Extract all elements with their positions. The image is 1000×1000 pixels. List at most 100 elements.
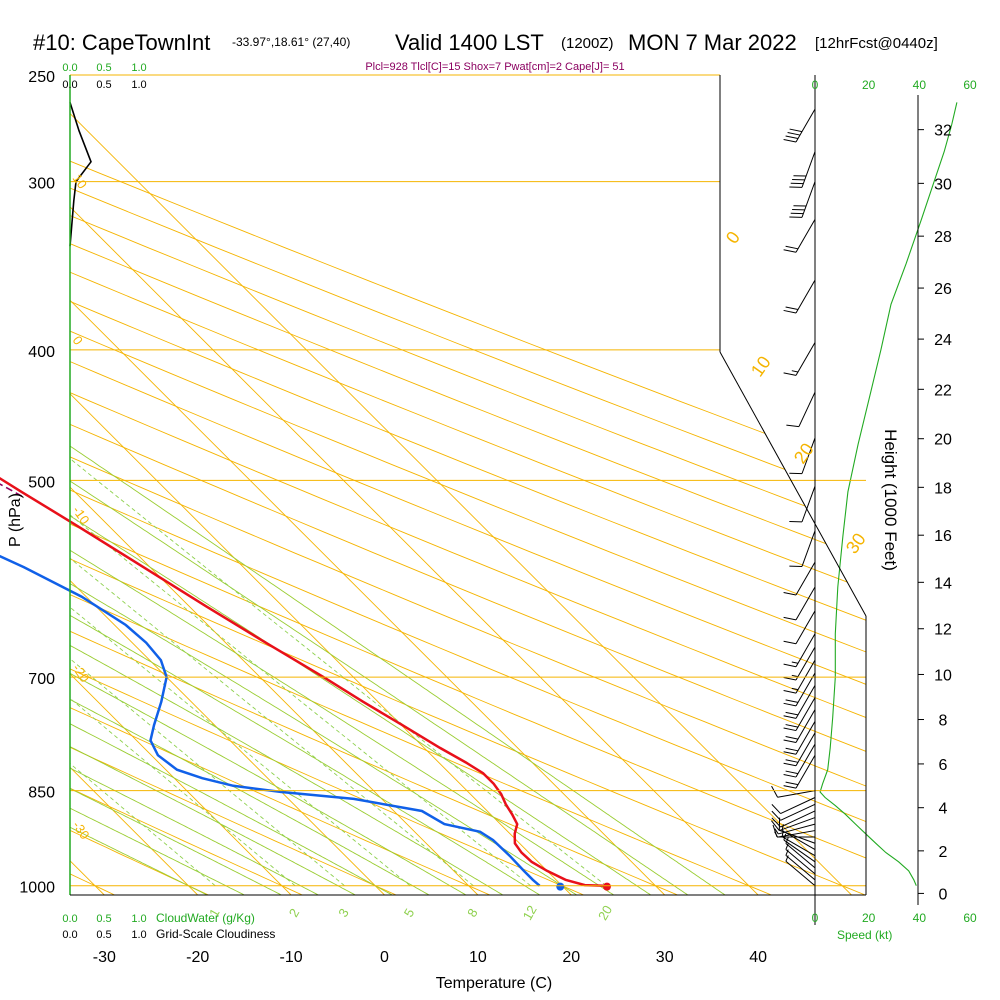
dry-adiabat-line xyxy=(70,88,866,895)
height-tick-label: 0 xyxy=(939,886,948,903)
wind-barb xyxy=(771,785,816,798)
barb-staff xyxy=(783,839,816,863)
surface-temperature-dot xyxy=(602,882,611,891)
mixing-ratio-line xyxy=(70,349,531,887)
barb-flag xyxy=(771,810,781,821)
plot-right-slant xyxy=(719,351,867,617)
barb-flag xyxy=(789,216,803,218)
barb-staff xyxy=(801,151,816,188)
barb-staff xyxy=(777,830,816,838)
barb-flag xyxy=(793,205,807,207)
height-tick-label: 20 xyxy=(934,432,952,449)
barb-flag xyxy=(785,770,799,775)
barb-staff xyxy=(785,849,816,875)
moist-adiabat-line xyxy=(70,75,393,895)
wind-barb xyxy=(771,797,816,815)
barb-flag xyxy=(771,804,781,814)
barb-flag xyxy=(783,372,797,376)
barb-flag xyxy=(783,751,797,755)
barb-staff xyxy=(795,610,816,645)
wind-barb xyxy=(783,697,816,732)
barb-staff xyxy=(795,342,816,376)
dry-adiabat-line xyxy=(70,88,866,895)
dry-adiabat-line xyxy=(70,88,866,895)
barb-half-flag xyxy=(791,661,799,664)
barb-staff xyxy=(795,279,816,314)
dry-adiabat-line xyxy=(70,88,866,895)
adiabat-label: -20 xyxy=(70,661,93,685)
barb-half-flag xyxy=(785,837,789,844)
dry-adiabat-line xyxy=(70,88,866,895)
wind-speed-profile xyxy=(819,102,958,886)
wind-barb xyxy=(771,810,816,828)
temp-tick-label: 0 xyxy=(380,949,389,966)
barb-staff xyxy=(795,646,816,681)
dry-adiabat-line xyxy=(70,88,115,895)
wind-barb xyxy=(771,817,816,832)
forecast-label: [12hrFcst@0440z] xyxy=(815,35,938,52)
dry-adiabat-line xyxy=(70,88,303,895)
wind-barb xyxy=(789,181,816,218)
dry-adiabat-line xyxy=(70,88,772,895)
isotherm-line xyxy=(70,75,292,895)
wind-barb xyxy=(783,561,816,596)
barb-staff xyxy=(801,530,816,567)
wind-barb xyxy=(783,721,816,755)
barb-staff xyxy=(795,586,816,621)
barb-half-flag xyxy=(791,674,799,678)
dry-adiabat-line xyxy=(70,88,866,895)
barb-staff xyxy=(778,823,816,835)
moist-adiabat-line xyxy=(70,75,689,895)
height-tick-label: 22 xyxy=(934,382,952,399)
barb-flag xyxy=(771,820,780,831)
dry-adiabat-line xyxy=(70,88,491,895)
barb-staff xyxy=(780,810,816,828)
moist-adiabat-line xyxy=(70,75,651,895)
dry-adiabat-line xyxy=(70,88,866,895)
wind-barb xyxy=(786,391,816,428)
height-tick-label: 28 xyxy=(934,229,952,246)
barb-staff xyxy=(798,391,816,427)
barb-staff xyxy=(795,672,816,707)
wind-barb xyxy=(783,610,816,645)
barb-flag xyxy=(789,128,803,133)
moist-adiabat-line xyxy=(70,75,614,895)
barb-staff xyxy=(801,181,816,218)
wind-barb xyxy=(789,486,816,523)
height-tick-label: 14 xyxy=(934,575,952,592)
cloudiness-top-tick: 0.0 xyxy=(62,79,77,91)
mixing-ratio-line xyxy=(70,349,296,887)
temp-tick-label: -30 xyxy=(93,949,116,966)
barb-flag xyxy=(792,178,805,181)
barb-staff xyxy=(781,836,816,857)
barb-flag xyxy=(785,699,799,703)
wind-barb xyxy=(783,743,816,778)
barb-flag xyxy=(783,715,797,719)
barb-staff xyxy=(777,790,816,798)
barb-flag xyxy=(783,138,797,143)
isotherm-label: 20 xyxy=(790,439,818,467)
wind-speed-top-tick: 0 xyxy=(812,78,819,92)
moist-adiabat-line xyxy=(70,75,356,895)
barb-flag xyxy=(783,640,797,645)
wind-barb xyxy=(783,586,816,621)
pressure-tick-label: 250 xyxy=(28,69,55,86)
dry-adiabat-line xyxy=(70,88,678,895)
barb-staff xyxy=(795,743,816,778)
height-tick-label: 26 xyxy=(934,281,952,298)
wind-barb xyxy=(783,709,816,744)
cloudwater-bottom-tick: 0.0 xyxy=(62,913,77,925)
temp-tick-label: -20 xyxy=(186,949,209,966)
pressure-tick-label: 1000 xyxy=(19,880,55,897)
barb-staff xyxy=(785,860,816,887)
isotherm-label: 10 xyxy=(747,352,775,380)
barb-flag xyxy=(785,306,799,311)
cloudwater-bottom-tick: 0.5 xyxy=(96,913,111,925)
pressure-tick-label: 500 xyxy=(28,474,55,491)
station-coords: -33.97°,18.61° (27,40) xyxy=(232,35,350,49)
surface-dewpoint-dot xyxy=(556,882,565,891)
barb-staff xyxy=(795,709,816,743)
mixing-ratio-label: 5 xyxy=(401,906,418,920)
height-tick-label: 30 xyxy=(934,176,952,193)
temperature-profile xyxy=(0,476,605,887)
